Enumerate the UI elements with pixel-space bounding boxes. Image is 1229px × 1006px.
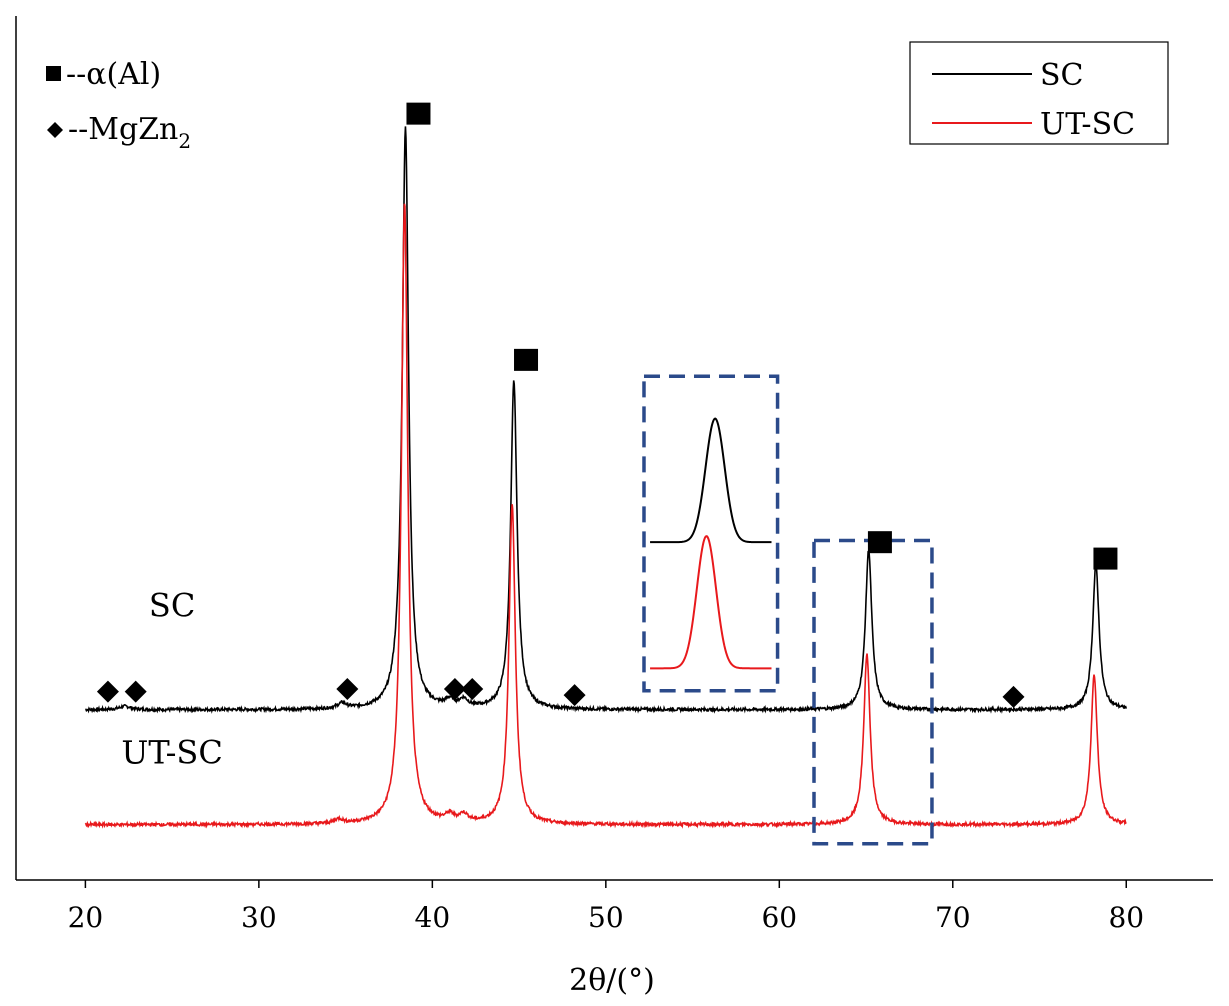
phase-legend-mgzn2: --MgZn2 [68, 112, 191, 153]
x-tick-label-30: 30 [241, 901, 277, 934]
mgzn2-marker-5 [563, 684, 586, 707]
x-tick-label-40: 40 [415, 901, 451, 934]
phase-markers [96, 102, 1118, 708]
inset-box [642, 374, 780, 693]
annotation-boxes [642, 374, 934, 846]
x-axis-label: 2θ/(°) [569, 963, 655, 998]
series-layer [84, 126, 1128, 829]
series-label-sc: SC [149, 586, 195, 624]
alpha-al-marker-2 [867, 531, 892, 554]
inset-curve-sc [650, 417, 772, 544]
mgzn2-marker-1 [124, 680, 147, 703]
series-legend-box [909, 41, 1169, 145]
inset-curve-ut-sc [650, 535, 772, 670]
highlight-box-65deg [812, 538, 934, 846]
mgzn2-marker-4 [461, 678, 484, 701]
phase-legend-square-icon [46, 66, 61, 81]
phase-legend-alpha-al: --α(Al) [66, 57, 161, 92]
series-legend: SC UT-SC [909, 41, 1169, 145]
x-tick-label-50: 50 [588, 901, 624, 934]
mgzn2-marker-6 [1002, 685, 1025, 708]
series-line-sc [85, 126, 1128, 714]
mgzn2-marker-3 [443, 678, 466, 701]
mgzn2-marker-0 [96, 680, 119, 703]
alpha-al-marker-0 [406, 102, 431, 125]
series-label-ut-sc: UT-SC [121, 733, 222, 771]
legend-label-sc: SC [1040, 58, 1084, 93]
x-tick-label-60: 60 [761, 901, 797, 934]
series-line-ut-sc [84, 203, 1127, 829]
alpha-al-marker-3 [1093, 547, 1118, 570]
mgzn2-marker-2 [336, 678, 359, 701]
x-tick-label-80: 80 [1108, 901, 1144, 934]
mgzn-label: --MgZn [68, 112, 178, 147]
phase-legend: --α(Al) --MgZn2 [46, 57, 191, 153]
phase-legend-diamond-icon [47, 122, 63, 138]
alpha-al-marker-1 [514, 348, 539, 371]
x-ticks: 20 30 40 50 60 70 80 [68, 880, 1144, 934]
x-tick-label-70: 70 [935, 901, 971, 934]
x-tick-label-20: 20 [68, 901, 104, 934]
legend-label-ut-sc: UT-SC [1040, 107, 1135, 142]
mgzn-subscript: 2 [178, 129, 191, 153]
